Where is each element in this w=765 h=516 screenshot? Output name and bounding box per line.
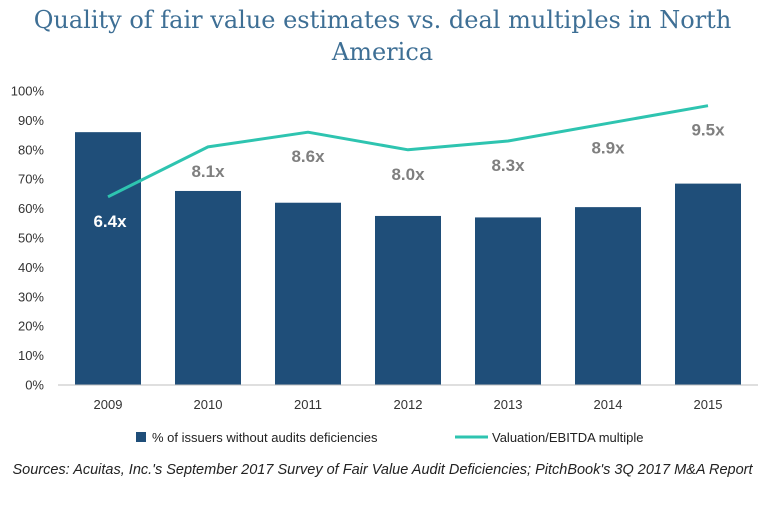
bar-2011 xyxy=(275,202,341,385)
chart-title: Quality of fair value estimates vs. deal… xyxy=(33,6,732,66)
bar-2015 xyxy=(675,183,741,385)
legend: % of issuers without audits deficiencies… xyxy=(136,430,644,445)
y-tick-label: 10% xyxy=(18,348,44,363)
y-tick-label: 70% xyxy=(18,172,44,187)
bar-2013 xyxy=(475,217,541,385)
data-label-2011: 8.6x xyxy=(291,147,325,166)
y-tick-label: 0% xyxy=(25,378,44,393)
y-tick-label: 30% xyxy=(18,289,44,304)
bar-2012 xyxy=(375,215,441,385)
source-note: Sources: Acuitas, Inc.'s September 2017 … xyxy=(12,462,753,478)
x-tick-label: 2009 xyxy=(94,397,123,412)
x-tick-label: 2012 xyxy=(394,397,423,412)
bar-2014 xyxy=(575,207,641,385)
y-tick-label: 80% xyxy=(18,142,44,157)
y-tick-label: 40% xyxy=(18,260,44,275)
y-tick-label: 60% xyxy=(18,201,44,216)
legend-bar-label: % of issuers without audits deficiencies xyxy=(152,430,378,445)
x-tick-label: 2011 xyxy=(294,397,322,412)
y-tick-label: 20% xyxy=(18,319,44,334)
data-label-2014: 8.9x xyxy=(591,138,625,157)
data-label-2012: 8.0x xyxy=(391,165,425,184)
bar-2010 xyxy=(175,190,241,385)
data-label-2013: 8.3x xyxy=(491,156,525,175)
x-tick-label: 2015 xyxy=(694,397,723,412)
data-label-2015: 9.5x xyxy=(691,121,725,140)
y-axis: 0% 10% 20% 30% 40% 50% 60% 70% 80% 90% 100% xyxy=(11,84,45,393)
x-axis: 2009 2010 2011 2012 2013 2014 2015 xyxy=(94,397,723,412)
y-tick-label: 50% xyxy=(18,231,44,246)
x-tick-label: 2013 xyxy=(494,397,523,412)
legend-bar-swatch xyxy=(136,432,146,442)
bar-series xyxy=(75,132,741,385)
bar-2009 xyxy=(75,132,141,385)
legend-line-label: Valuation/EBITDA multiple xyxy=(492,430,644,445)
data-label-2010: 8.1x xyxy=(191,162,225,181)
line-data-labels: 6.4x 8.1x 8.6x 8.0x 8.3x 8.9x 9.5x xyxy=(93,121,725,231)
y-tick-label: 100% xyxy=(11,84,45,99)
x-tick-label: 2014 xyxy=(594,397,623,412)
x-tick-label: 2010 xyxy=(194,397,223,412)
line-series-ebitda-multiple xyxy=(107,104,709,199)
data-label-2009: 6.4x xyxy=(93,212,127,231)
y-tick-label: 90% xyxy=(18,113,44,128)
